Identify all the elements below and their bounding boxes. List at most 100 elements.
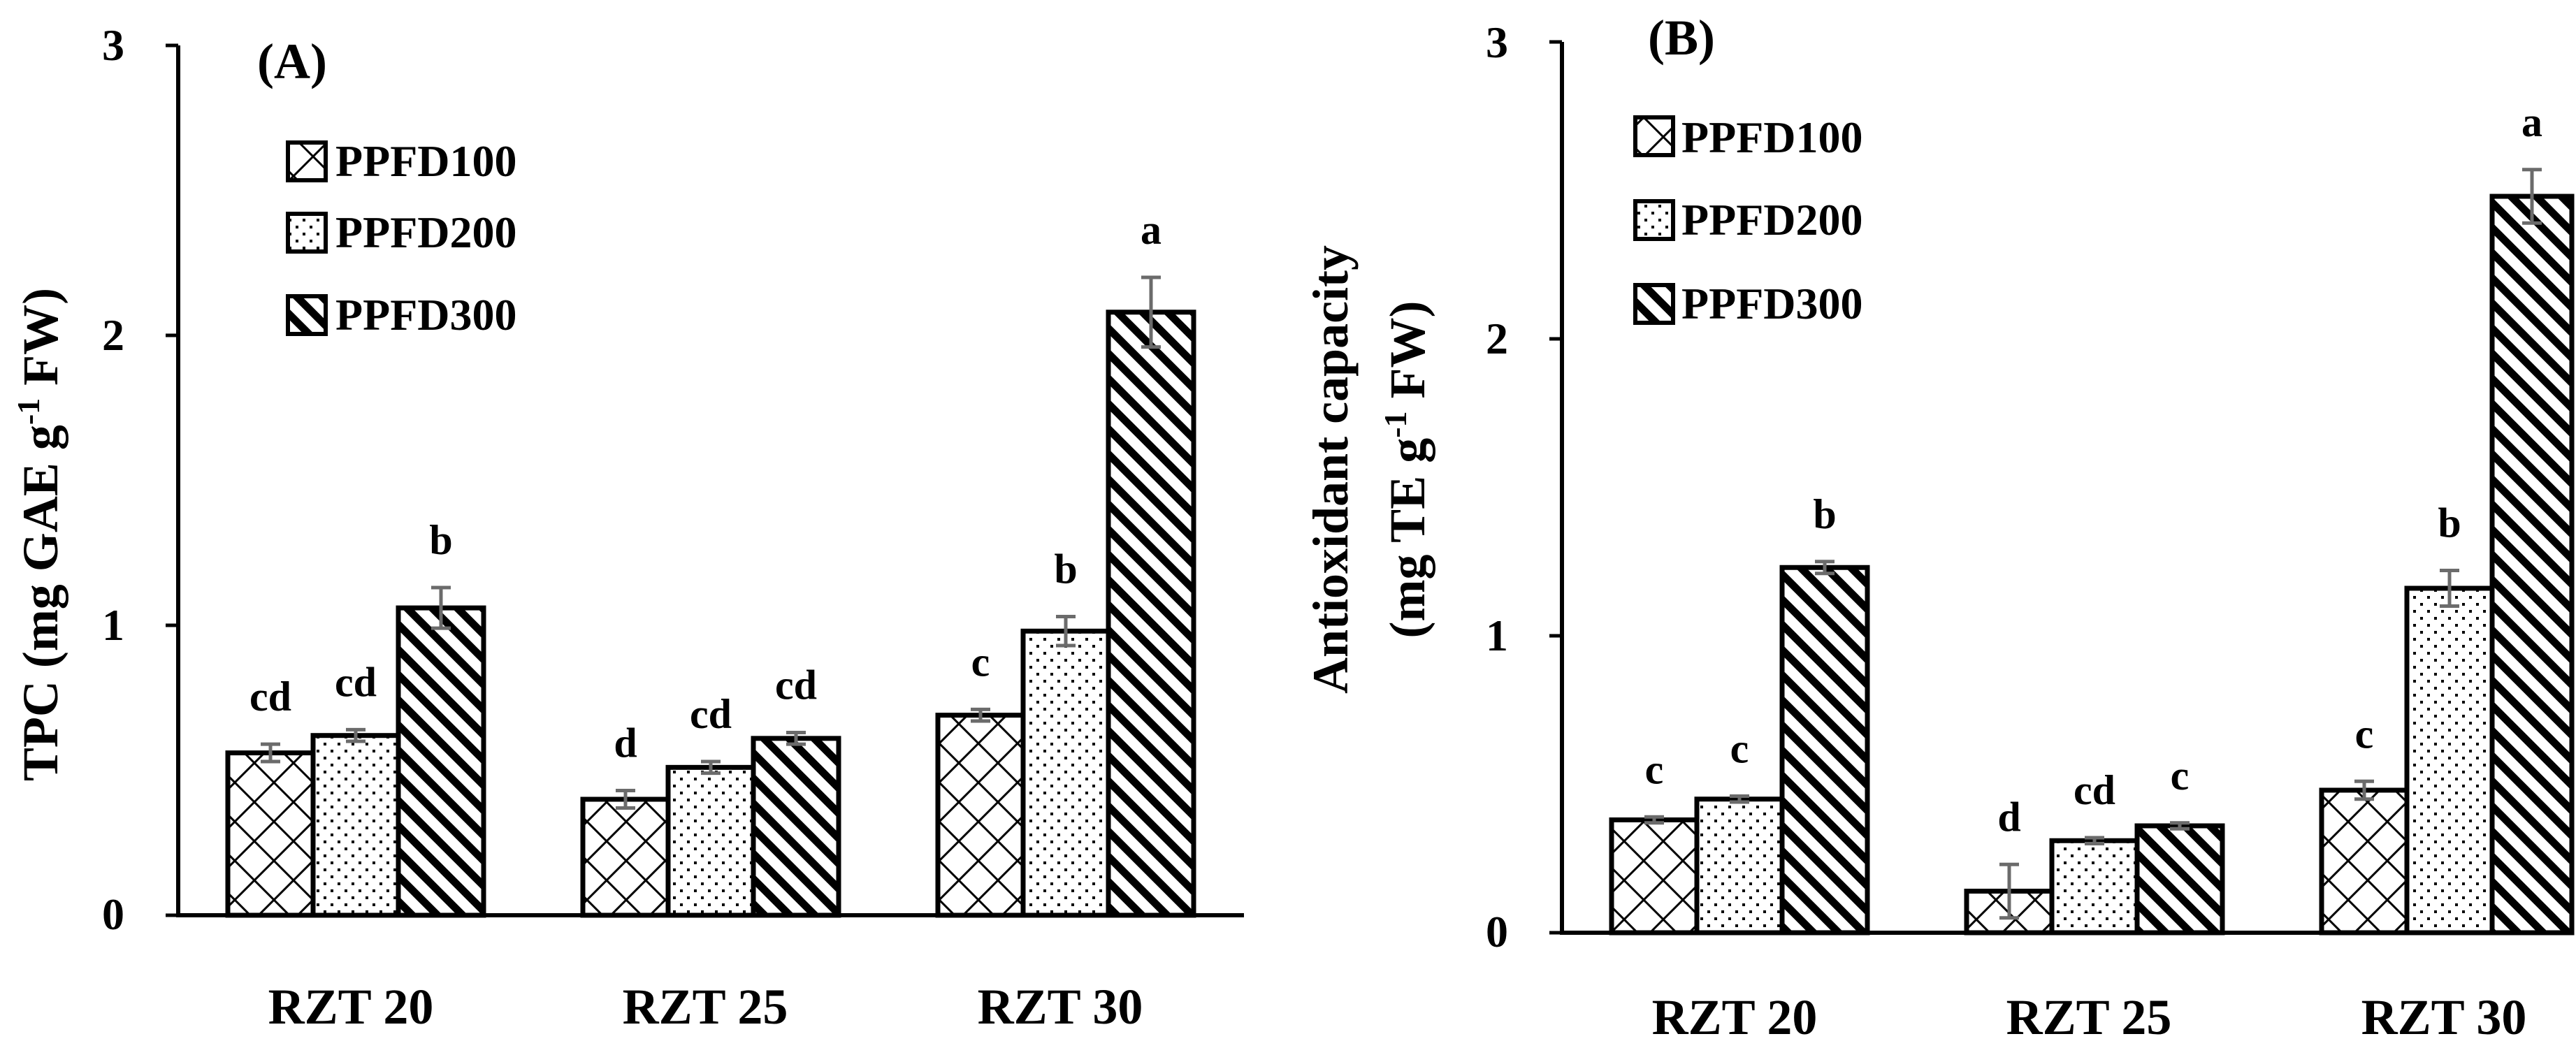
panel-a-sig-letter-rzt25-ppfd200: cd xyxy=(690,691,732,737)
panel-b-bar-rzt20-ppfd300 xyxy=(1779,565,1870,936)
panel-b-sig-letter-rzt20-ppfd200: c xyxy=(1730,726,1749,772)
panel-b-legend-swatch-ppfd200 xyxy=(1633,199,1675,241)
panel-b-bar-rzt25-ppfd300 xyxy=(2134,823,2225,936)
panel-b-category-rzt20: RZT 20 xyxy=(1652,989,1818,1045)
panel-b-error-bar-rzt20-ppfd300 xyxy=(1815,560,1835,576)
panel-a-error-bars xyxy=(261,275,1161,810)
panel-a-y-title-main: TPC (mg GAE g xyxy=(13,425,68,781)
panel-a-bar-rzt30-ppfd100 xyxy=(935,713,1026,918)
panel-a-sig-letter-rzt20-ppfd300: b xyxy=(429,517,452,563)
panel-b-error-bar-rzt30-ppfd200 xyxy=(2440,569,2459,608)
panel-b-error-bars xyxy=(1644,168,2542,920)
panel-b-sig-letter-rzt30-ppfd200: b xyxy=(2438,500,2461,546)
panel-b-y-title-sup: -1 xyxy=(1377,411,1413,437)
panel-b-bar-rzt30-ppfd200 xyxy=(2404,585,2495,936)
panel-a-category-rzt30: RZT 30 xyxy=(978,979,1143,1035)
panel-a-legend-swatch-ppfd100 xyxy=(286,140,328,182)
panel-b-bar-rzt30-ppfd300 xyxy=(2489,194,2575,936)
panel-b-sig-letter-rzt30-ppfd300: a xyxy=(2521,99,2542,145)
panel-b-y-title-tail: FW) xyxy=(1380,301,1435,412)
panel-b-legend-label-ppfd100: PPFD100 xyxy=(1681,112,1863,162)
panel-b-label: (B) xyxy=(1648,10,1715,66)
panel-b-y-axis-title-line1: Antioxidant capacity xyxy=(1303,245,1359,694)
panel-b-sig-letter-rzt30-ppfd100: c xyxy=(2355,711,2374,757)
panel-b-y-ticks: 0 1 2 3 xyxy=(1486,17,1508,956)
panel-a-error-bar-rzt20-ppfd200 xyxy=(346,727,366,743)
panel-b-error-bar-rzt20-ppfd200 xyxy=(1730,794,1749,804)
panel-a-sig-letter-rzt25-ppfd100: d xyxy=(614,720,637,766)
panel-b-y-axis-title-line2: (mg TE g-1 FW) xyxy=(1377,301,1435,639)
panel-b-legend-swatch-ppfd100 xyxy=(1633,115,1675,157)
panel-a-category-rzt25: RZT 25 xyxy=(623,979,788,1035)
panel-a-category-rzt20: RZT 20 xyxy=(268,979,434,1035)
panel-b-error-bar-rzt30-ppfd300 xyxy=(2522,168,2542,225)
panel-a-bars xyxy=(225,310,1196,918)
panel-b-legend-label-ppfd300: PPFD300 xyxy=(1681,279,1863,328)
panel-b-legend: PPFD100 PPFD200 PPFD300 xyxy=(1633,112,1863,328)
panel-a-bar-rzt30-ppfd200 xyxy=(1020,628,1111,918)
panel-b-sig-letter-rzt25-ppfd100: d xyxy=(1997,794,2020,840)
panel-a-bar-rzt25-ppfd300 xyxy=(751,736,841,918)
panel-b-sig-letter-rzt20-ppfd100: c xyxy=(1645,746,1664,792)
panel-a-axes xyxy=(166,43,1244,917)
panel-a-error-bar-rzt30-ppfd200 xyxy=(1056,615,1076,648)
panel-a-legend-swatch-ppfd200 xyxy=(286,212,328,254)
panel-a-bar-rzt20-ppfd100 xyxy=(225,750,316,918)
panel-a-ytick-2: 2 xyxy=(102,310,124,360)
panel-b-sig-letter-rzt20-ppfd300: b xyxy=(1813,491,1836,537)
panel-b-bar-rzt25-ppfd200 xyxy=(2049,838,2140,936)
panel-a-legend-label-ppfd100: PPFD100 xyxy=(335,136,517,186)
panel-a-error-bar-rzt30-ppfd300 xyxy=(1141,275,1161,349)
panel-a-error-bar-rzt25-ppfd200 xyxy=(701,759,721,776)
panel-a-legend: PPFD100 PPFD200 PPFD300 xyxy=(286,136,517,340)
panel-a-y-title-tail: FW) xyxy=(13,288,68,398)
panel-b-category-labels: RZT 20 RZT 25 RZT 30 xyxy=(1652,989,2527,1045)
panel-a-sig-letter-rzt30-ppfd100: c xyxy=(971,639,990,685)
panel-b-bar-rzt20-ppfd200 xyxy=(1694,796,1785,936)
panel-b-sig-letter-rzt25-ppfd200: cd xyxy=(2074,767,2115,813)
panel-b-bar-rzt30-ppfd100 xyxy=(2319,787,2410,936)
panel-b-sig-letters: c c b d cd c c b a xyxy=(1645,99,2542,840)
panel-b: (B) Antioxidant capacity (mg TE g-1 FW) … xyxy=(1303,10,2575,1045)
panel-a-error-bar-rzt20-ppfd100 xyxy=(261,742,280,764)
panel-a-ytick-3: 3 xyxy=(102,20,124,70)
panel-b-category-rzt30: RZT 30 xyxy=(2361,989,2527,1045)
panel-a-sig-letter-rzt25-ppfd300: cd xyxy=(775,662,817,708)
panel-a-error-bar-rzt25-ppfd300 xyxy=(786,731,806,746)
panel-a-bar-rzt25-ppfd200 xyxy=(665,764,756,918)
panel-b-ytick-1: 1 xyxy=(1486,611,1508,660)
panel-a-error-bar-rzt20-ppfd300 xyxy=(431,585,451,630)
panel-a-bar-rzt20-ppfd200 xyxy=(310,733,401,918)
panel-b-sig-letter-rzt25-ppfd300: c xyxy=(2171,752,2190,799)
panel-a-sig-letter-rzt20-ppfd100: cd xyxy=(249,674,291,720)
panel-b-error-bar-rzt30-ppfd100 xyxy=(2354,779,2374,801)
panel-b-ytick-3: 3 xyxy=(1486,17,1508,67)
panel-b-error-bar-rzt25-ppfd100 xyxy=(1999,862,2019,920)
panel-b-error-bar-rzt25-ppfd200 xyxy=(2085,836,2104,845)
panel-b-bar-rzt20-ppfd100 xyxy=(1609,817,1700,936)
panel-b-legend-swatch-ppfd300 xyxy=(1633,283,1675,325)
panel-a-sig-letter-rzt30-ppfd200: b xyxy=(1054,546,1077,592)
panel-a-sig-letter-rzt30-ppfd300: a xyxy=(1141,207,1162,253)
panel-b-error-bar-rzt20-ppfd100 xyxy=(1644,815,1664,825)
panel-a-bar-rzt25-ppfd100 xyxy=(580,796,671,918)
panel-b-category-rzt25: RZT 25 xyxy=(2006,989,2172,1045)
panel-b-ytick-2: 2 xyxy=(1486,314,1508,363)
panel-b-y-title-main: (mg TE g xyxy=(1380,438,1435,639)
panel-a-bar-rzt30-ppfd300 xyxy=(1106,310,1196,918)
panel-a-y-ticks: 0 1 2 3 xyxy=(102,20,124,939)
panel-a: (A) TPC (mg GAE g-1 FW) 0 1 2 3 cd cdbdcd… xyxy=(10,20,1244,1035)
panel-a-bar-rzt20-ppfd300 xyxy=(396,605,486,918)
panel-a-legend-label-ppfd200: PPFD200 xyxy=(335,208,517,257)
panel-b-legend-label-ppfd200: PPFD200 xyxy=(1681,195,1863,245)
panel-a-category-labels: RZT 20 RZT 25 RZT 30 xyxy=(268,979,1143,1035)
panel-a-error-bar-rzt25-ppfd100 xyxy=(616,789,635,810)
panel-a-error-bar-rzt30-ppfd100 xyxy=(971,707,990,723)
panel-a-ytick-0: 0 xyxy=(102,889,124,939)
panel-a-legend-swatch-ppfd300 xyxy=(286,294,328,336)
panel-a-y-axis-title: TPC (mg GAE g-1 FW) xyxy=(10,288,68,781)
panel-b-axes xyxy=(1549,40,2572,935)
panel-a-y-title-sup: -1 xyxy=(10,398,46,425)
